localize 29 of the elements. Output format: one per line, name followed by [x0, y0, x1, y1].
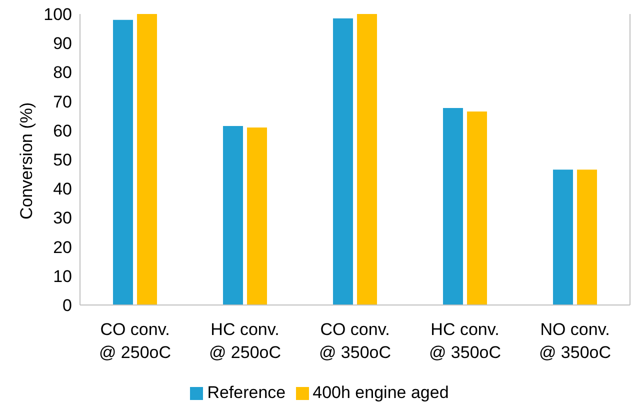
y-tick-label: 80	[53, 63, 72, 82]
bar	[577, 170, 597, 305]
x-tick-label: HC conv. @ 350oC	[428, 320, 502, 362]
bar	[223, 126, 243, 305]
y-tick-label: 20	[53, 238, 72, 257]
x-tick-label: CO conv. @ 250oC	[98, 320, 172, 362]
y-tick-label: 60	[53, 121, 72, 140]
bar	[113, 20, 133, 305]
x-tick-label: HC conv. @ 250oC	[208, 320, 282, 362]
y-tick-label: 10	[53, 266, 72, 286]
y-axis-title: Conversion (%)	[17, 102, 36, 220]
x-tick-label: NO conv. @ 350oC	[538, 320, 612, 362]
y-tick-label: 70	[53, 92, 72, 112]
y-tick-label: 30	[53, 208, 72, 228]
y-tick-label: 90	[53, 34, 72, 54]
legend-label: Reference	[207, 383, 286, 402]
y-tick-label: 100	[44, 5, 72, 24]
bar	[357, 14, 377, 305]
bar	[553, 170, 573, 305]
y-tick-label: 40	[53, 180, 72, 199]
x-tick-label: CO conv. @ 350oC	[318, 320, 392, 362]
bar	[467, 111, 487, 305]
bar	[137, 14, 157, 305]
bar	[247, 127, 267, 305]
bar	[333, 18, 353, 305]
legend-label: 400h engine aged	[312, 383, 449, 402]
y-tick-label: 50	[53, 150, 72, 170]
y-tick-label: 0	[62, 296, 72, 316]
bar	[443, 108, 463, 305]
